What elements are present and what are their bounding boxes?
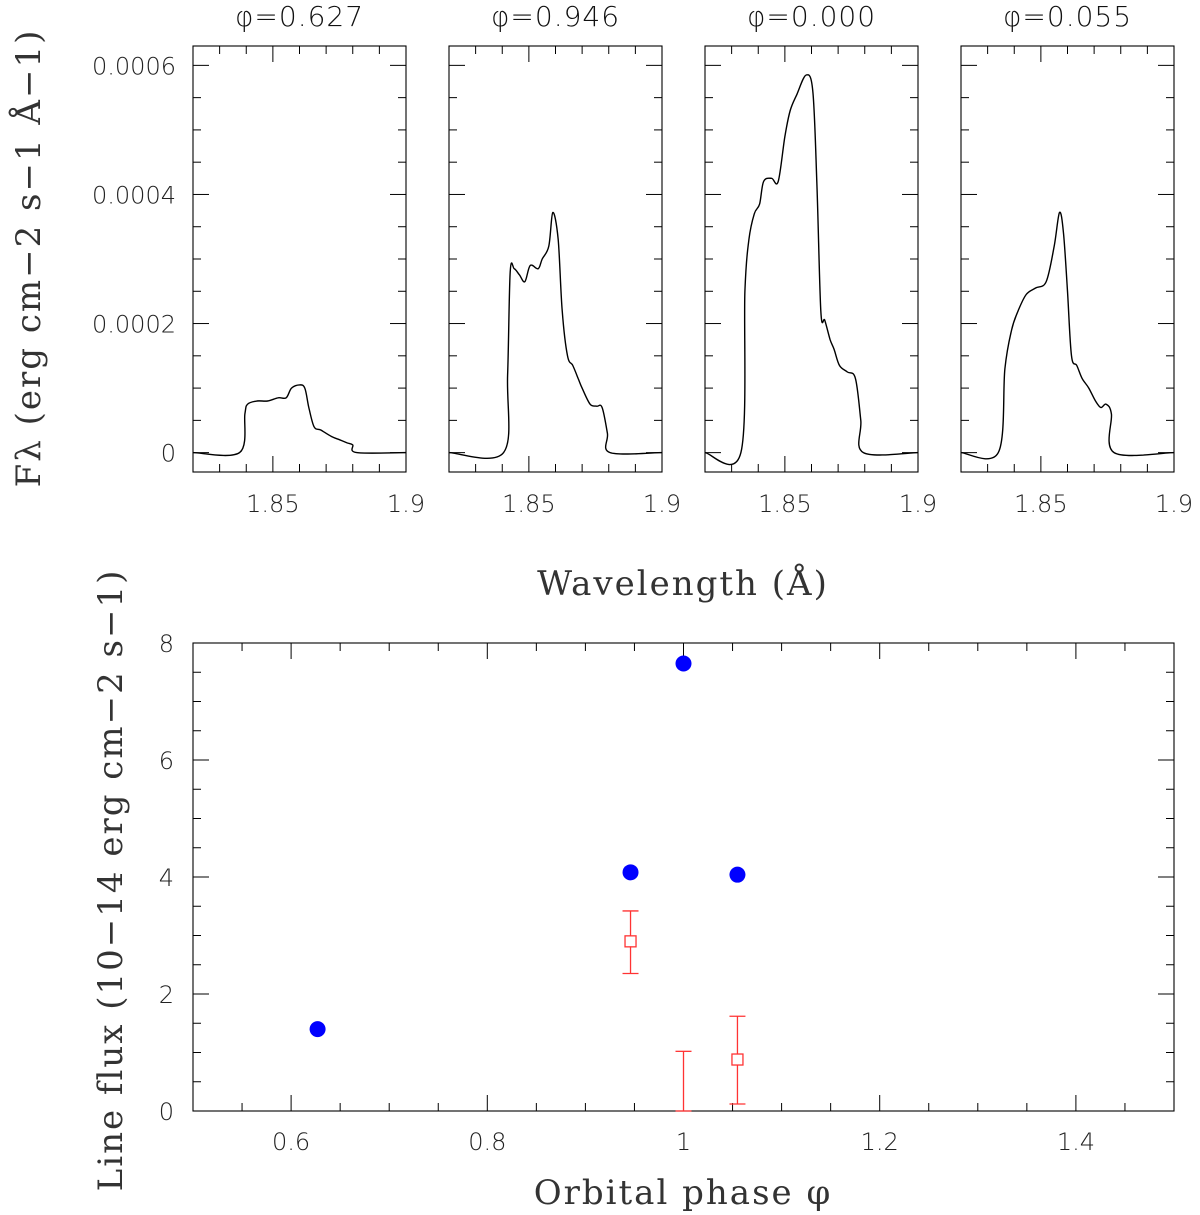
x-tick-label: 1.85: [1014, 490, 1067, 518]
panel-title: φ=0.946: [491, 0, 620, 33]
panel-frame: [704, 45, 919, 473]
x-tick-label: 1.2: [861, 1128, 899, 1156]
spectrum-panel-2: φ=0.946 1.85 1.9: [448, 0, 681, 518]
x-tick-label: 1.85: [502, 490, 555, 518]
spectrum-line: [960, 211, 1175, 460]
data-point: [675, 655, 692, 672]
x-tick-label: 1.9: [1155, 490, 1193, 518]
top-y-axis-label: Fλ (erg cm−2 s−1 Å−1): [8, 29, 49, 488]
spectrum-panel-4: φ=0.055 1.85 1.9: [960, 0, 1193, 518]
y-tick-label: 0: [159, 1098, 174, 1126]
y-tick-label: 0: [161, 440, 176, 468]
x-tick-label: 0.6: [272, 1128, 310, 1156]
plot-layer: φ=0.627 1.85 1.9 0 0.0002 0.0004 0.0006 φ=0.946…: [92, 0, 1193, 1156]
panel-frame: [960, 45, 1175, 473]
y-tick-label: 0.0002: [92, 311, 176, 339]
y-tick-label: 6: [159, 747, 174, 775]
spectrum-line: [192, 384, 407, 457]
x-tick-label: 1.9: [643, 490, 681, 518]
x-tick-label: 1.9: [899, 490, 937, 518]
spectrum-panel-3: φ=0.000 1.85 1.9: [704, 0, 937, 518]
y-tick-label: 0.0004: [92, 181, 176, 209]
data-point: [624, 935, 637, 948]
x-tick-label: 0.8: [468, 1128, 506, 1156]
data-point: [729, 866, 746, 883]
x-tick-label: 1: [676, 1128, 691, 1156]
panel-title: φ=0.055: [1003, 0, 1132, 33]
bottom-x-axis-label: Orbital phase φ: [534, 1173, 833, 1213]
x-tick-label: 1.4: [1057, 1128, 1095, 1156]
x-tick-label: 1.85: [758, 490, 811, 518]
panel-frame: [192, 45, 407, 473]
data-point: [731, 1053, 744, 1066]
x-tick-label: 1.9: [387, 490, 425, 518]
y-tick-label: 4: [159, 864, 174, 892]
panel-title: φ=0.000: [747, 0, 876, 33]
panel-title: φ=0.627: [235, 0, 364, 33]
data-point: [622, 864, 639, 881]
panel-frame: [448, 45, 663, 473]
spectrum-line: [704, 74, 919, 466]
y-tick-label: 2: [159, 981, 174, 1009]
y-tick-label: 0.0006: [92, 52, 176, 80]
panel-frame: [192, 642, 1175, 1112]
flux-panel: 0.6 0.8 1 1.2 1.4 0 2 4 6 8: [159, 630, 1175, 1156]
top-x-axis-label: Wavelength (Å): [537, 563, 829, 604]
spectrum-panel-1: φ=0.627 1.85 1.9 0 0.0002 0.0004 0.0006: [92, 0, 425, 518]
data-point: [309, 1021, 326, 1038]
y-tick-label: 8: [159, 630, 174, 658]
bottom-y-axis-label: Line flux (10−14 erg cm−2 s−1): [91, 569, 131, 1192]
x-tick-label: 1.85: [246, 490, 299, 518]
spectrum-line: [448, 211, 663, 459]
